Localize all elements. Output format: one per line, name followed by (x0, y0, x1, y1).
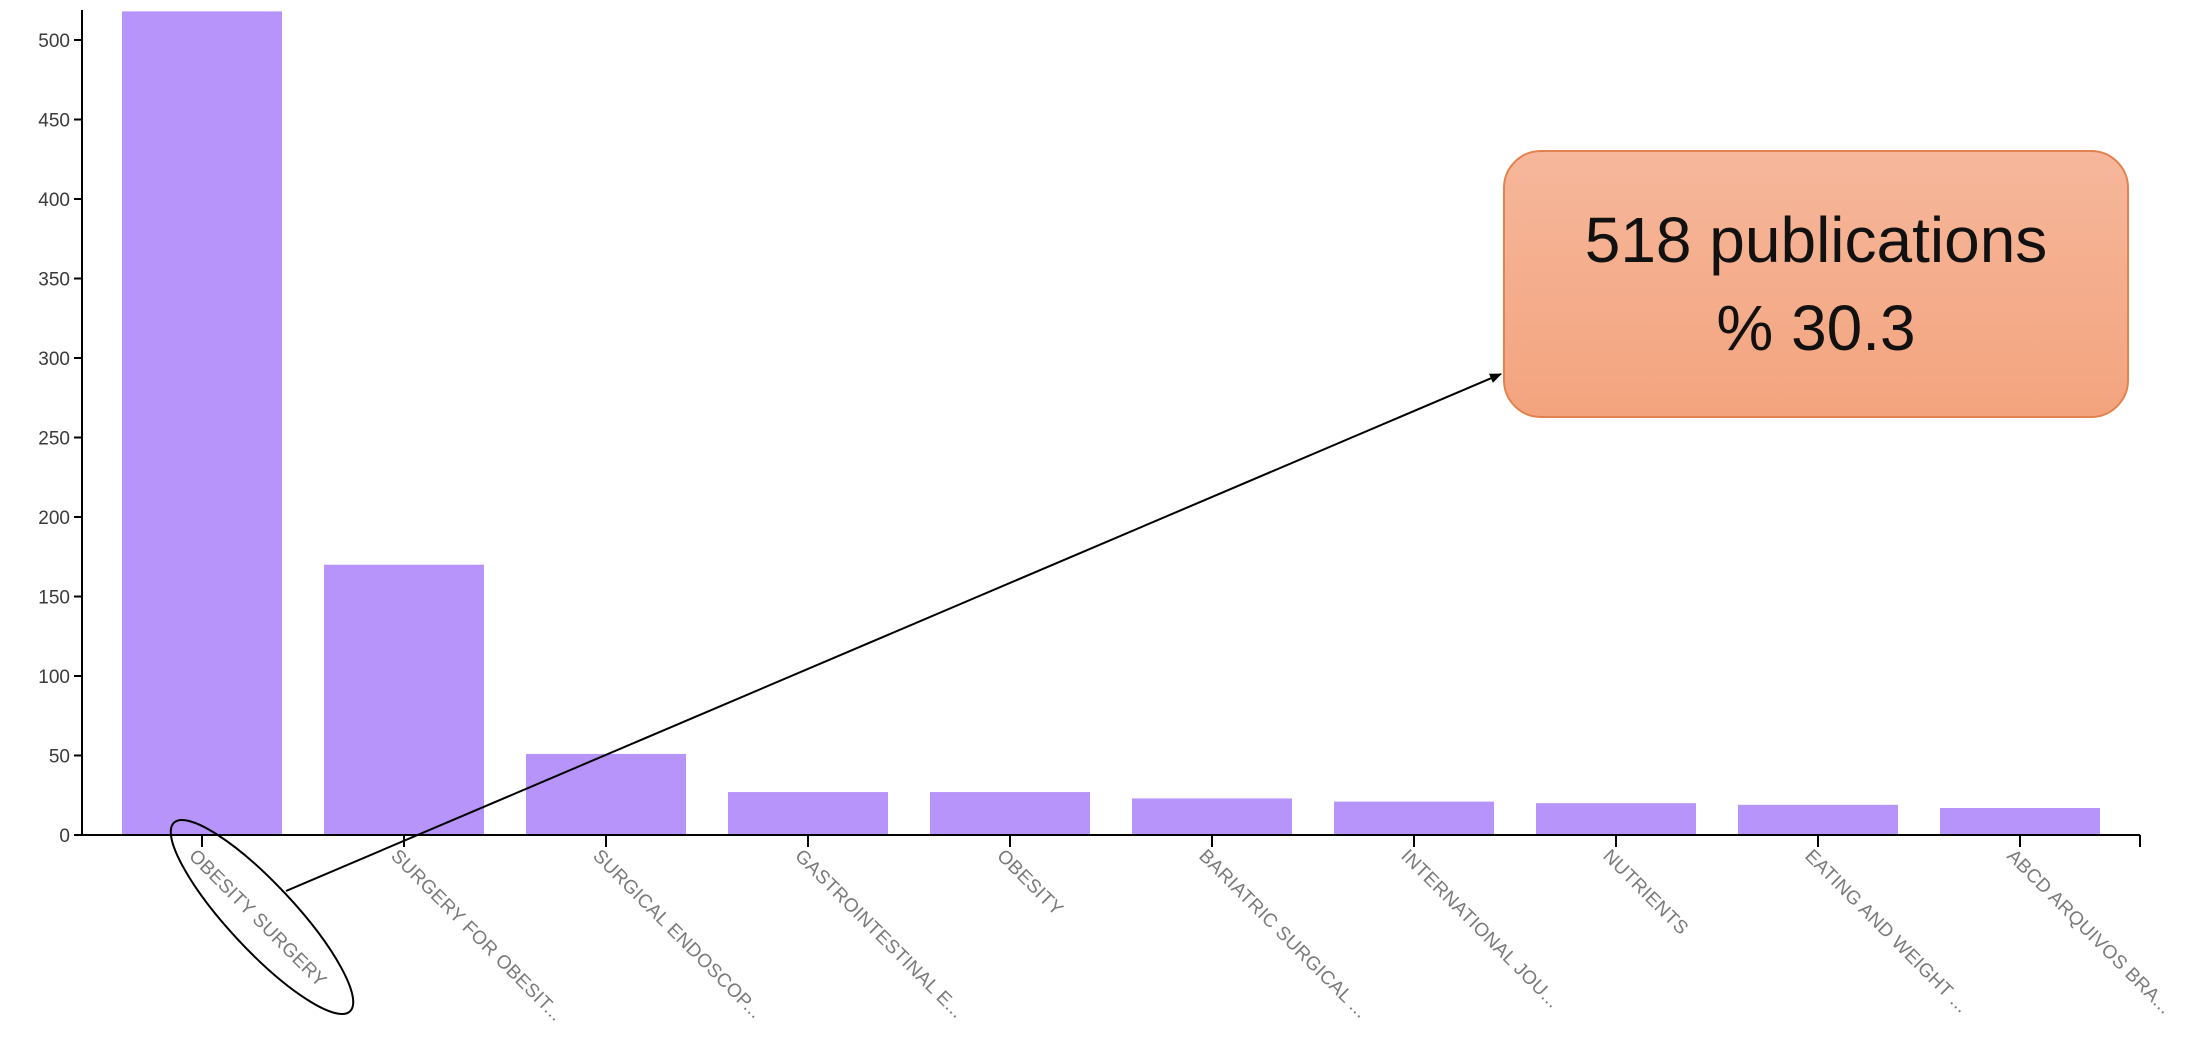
y-tick-label: 300 (38, 349, 70, 370)
x-tick-label: SURGICAL ENDOSCOP... (588, 846, 765, 1023)
callout-arrow (285, 373, 1502, 892)
bar (930, 792, 1090, 835)
y-axis: 0 50 100 150 200 250 300 350 400 450 500 (38, 10, 83, 847)
bar (122, 11, 282, 835)
x-axis (82, 834, 2141, 847)
y-tick-label: 0 (59, 826, 70, 847)
bar (1738, 804, 1898, 835)
bar (728, 792, 888, 835)
y-tick-label: 450 (38, 111, 70, 132)
bar (526, 753, 686, 835)
callout-box: 518 publications % 30.3 (1503, 150, 2129, 418)
y-tick-label: 100 (38, 667, 70, 688)
callout-percent: % 30.3 (1716, 292, 1916, 364)
y-tick-label: 200 (38, 508, 70, 529)
category-labels: OBESITY SURGERY SURGERY FOR OBESIT... SURG… (184, 846, 2175, 1026)
x-tick-label: INTERNATIONAL JOU... (1396, 846, 1563, 1013)
y-tick-label: 50 (49, 747, 70, 768)
bar (1536, 803, 1696, 835)
x-tick-label: OBESITY (992, 846, 1067, 921)
y-tick-label: 250 (38, 429, 70, 450)
y-tick-label: 400 (38, 190, 70, 211)
y-tick-label: 350 (38, 270, 70, 291)
x-tick-label: SURGERY FOR OBESIT... (386, 846, 566, 1026)
callout-publications: 518 publications (1584, 204, 2048, 276)
x-tick-label: EATING AND WEIGHT ... (1800, 846, 1972, 1018)
bar (1334, 801, 1494, 835)
bars (122, 11, 2100, 835)
x-tick-label: BARIATRIC SURGICAL ... (1194, 846, 1371, 1023)
x-tick-label: ABCD ARQUIVOS BRA... (2002, 846, 2175, 1019)
y-tick-label: 150 (38, 588, 70, 609)
highlight-ellipse (169, 819, 355, 1015)
y-tick-label: 500 (38, 31, 70, 52)
x-tick-label: GASTROINTESTINAL E... (790, 846, 967, 1023)
x-tick-label: NUTRIENTS (1598, 846, 1692, 940)
bar (324, 564, 484, 835)
bar (1132, 798, 1292, 835)
bar (1940, 807, 2100, 835)
